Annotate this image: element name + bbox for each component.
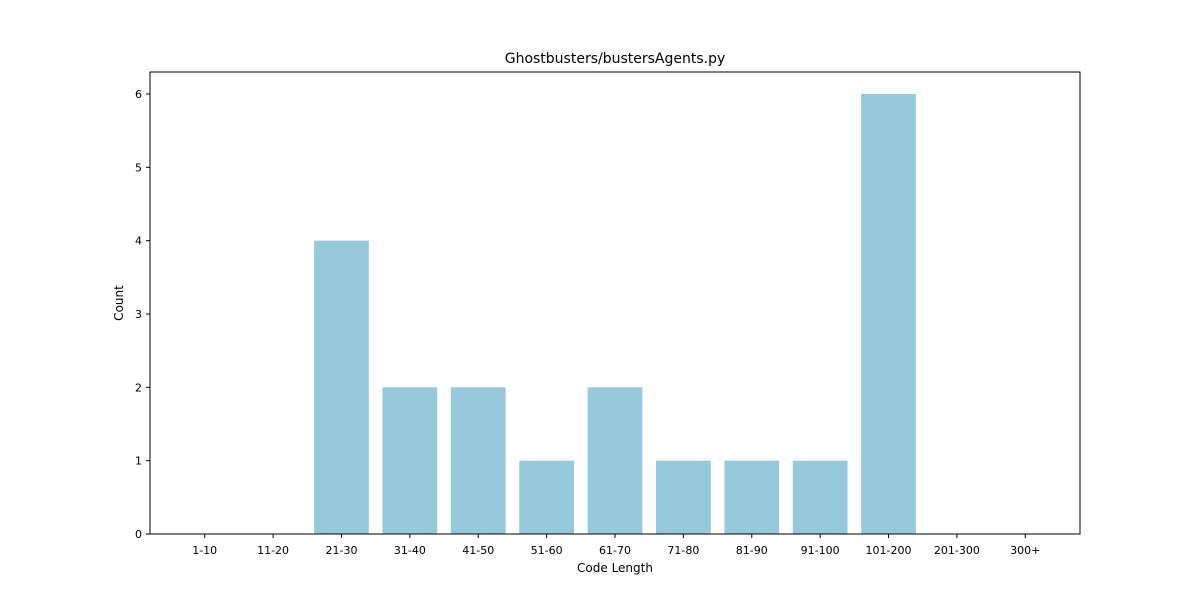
- bar-81-90: [724, 460, 780, 534]
- y-axis-label: Count: [112, 285, 126, 321]
- x-tick-label: 51-60: [531, 544, 563, 557]
- chart-title: Ghostbusters/bustersAgents.py: [505, 51, 726, 67]
- bar-21-30: [314, 240, 369, 535]
- x-tick-label: 91-100: [801, 544, 840, 557]
- x-tick-label: 11-20: [257, 544, 289, 557]
- y-tick-label: 5: [135, 161, 142, 174]
- y-tick-label: 6: [135, 88, 142, 101]
- y-tick-label: 2: [135, 381, 142, 394]
- x-tick-label: 81-90: [736, 544, 768, 557]
- x-tick-label: 1-10: [192, 544, 217, 557]
- bar-91-100: [792, 460, 848, 534]
- y-axis: 0 1 2 3 4 5 6: [135, 88, 150, 541]
- x-tick-label: 61-70: [599, 544, 631, 557]
- x-tick-label: 300+: [1010, 544, 1040, 557]
- bar-71-80: [656, 460, 711, 534]
- x-tick-label: 201-300: [934, 544, 980, 557]
- x-axis-label: Code Length: [577, 561, 653, 575]
- x-axis: 1-10 11-20 21-30 31-40 41-50 51-60 61-70 71-80 8…: [192, 534, 1040, 557]
- x-tick-label: 71-80: [667, 544, 699, 557]
- bar-31-40: [382, 387, 438, 534]
- y-tick-label: 0: [135, 528, 142, 541]
- x-tick-label: 31-40: [394, 544, 426, 557]
- bar-101-200: [861, 94, 916, 534]
- y-tick-label: 3: [135, 308, 142, 321]
- bar-51-60: [519, 460, 574, 534]
- y-tick-label: 4: [135, 235, 142, 248]
- bar-61-70: [587, 387, 643, 534]
- x-tick-label: 41-50: [462, 544, 494, 557]
- bars-layer: [314, 94, 916, 535]
- x-tick-label: 21-30: [325, 544, 357, 557]
- y-tick-label: 1: [135, 455, 142, 468]
- bar-41-50: [450, 387, 506, 534]
- x-tick-label: 101-200: [866, 544, 912, 557]
